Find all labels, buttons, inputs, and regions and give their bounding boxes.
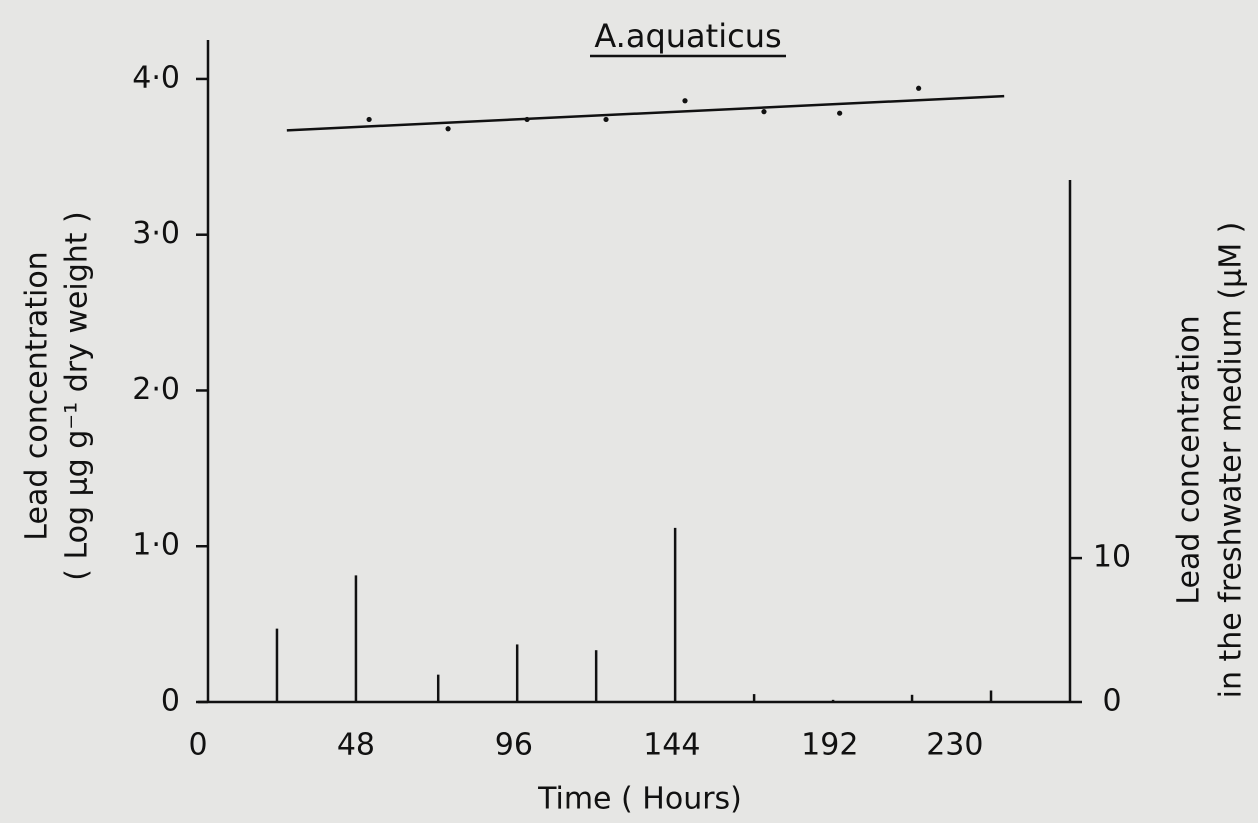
x-tick-label: 192 [801,728,858,763]
y2-tick-label: 0 [1102,684,1121,719]
y-tick-label: 4·0 [132,60,180,95]
y-tick-label: 2·0 [132,372,180,407]
y-axis-label: ( Log μg g⁻¹ dry weight ) [60,211,95,581]
y-axis-label: Lead concentration [20,251,55,540]
x-tick-label: 230 [926,728,983,763]
point [761,109,767,115]
y2-axis-label: Lead concentration [1172,315,1207,604]
y-tick-label: 3·0 [132,216,180,251]
point [603,116,609,123]
x-axis-label: Time ( Hours) [537,782,742,817]
x-tick-label: 0 [188,728,207,763]
y-tick-label: 0 [161,684,180,719]
y2-axis-label: in the freshwater medium (μM ) [1214,222,1249,699]
y-tick-label: 1·0 [132,528,180,563]
x-tick-label: 48 [337,728,375,763]
point [916,85,922,91]
y2-tick-label: 10 [1093,540,1131,575]
point [445,126,451,132]
point [682,98,688,104]
x-tick-label: 144 [643,728,700,763]
chart-title: A.aquaticus [594,17,781,55]
fit-line [286,94,1005,132]
point [837,110,843,116]
x-tick-label: 96 [495,728,533,763]
point [366,116,372,123]
